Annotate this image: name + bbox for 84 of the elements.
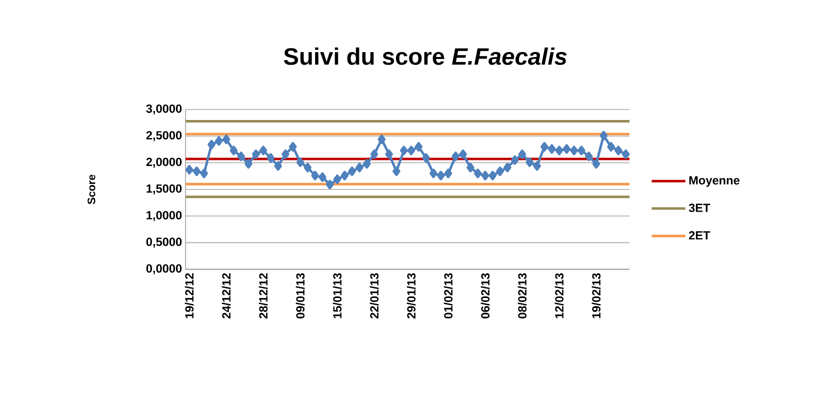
x-tick-label: 29/01/13 <box>406 273 416 319</box>
point <box>296 158 304 168</box>
y-tick-label: 1,5000 <box>146 184 182 195</box>
point <box>282 150 290 160</box>
point <box>356 162 364 173</box>
x-tick-label: 06/02/13 <box>480 273 490 319</box>
x-tick-label: 09/01/13 <box>296 273 305 319</box>
y-tick-label: 1,0000 <box>146 211 182 222</box>
x-tick-label: 24/12/12 <box>222 273 231 319</box>
point <box>518 150 526 160</box>
x-tick-label: 19/02/13 <box>592 273 601 318</box>
point <box>311 170 319 181</box>
point <box>370 150 378 160</box>
point <box>481 170 490 181</box>
chart-title: Suivi du score E.Faecalis <box>284 48 567 66</box>
point <box>504 162 512 173</box>
point <box>252 150 260 160</box>
y-tick-label: 2,0000 <box>146 158 182 168</box>
point <box>304 162 312 173</box>
point <box>230 146 238 156</box>
legend-label: 2ET <box>688 231 710 240</box>
point <box>400 146 408 156</box>
x-tick-label: 12/02/13 <box>554 273 564 318</box>
x-tick-label: 01/02/13 <box>444 273 453 319</box>
point <box>340 170 349 181</box>
point <box>436 170 445 181</box>
point <box>326 180 334 190</box>
point <box>392 166 400 176</box>
point <box>533 161 541 171</box>
point <box>208 140 216 150</box>
point <box>466 162 474 173</box>
y-tick-label: 2,5000 <box>146 131 182 142</box>
point <box>555 146 564 156</box>
x-tick-label: 28/12/12 <box>258 273 268 319</box>
point <box>592 159 600 169</box>
point <box>510 156 519 166</box>
point <box>496 166 504 176</box>
point <box>378 134 386 144</box>
point <box>459 150 467 160</box>
point <box>259 146 268 156</box>
x-tick-label: 22/01/13 <box>370 273 379 319</box>
y-tick-label: 0,0000 <box>146 264 182 275</box>
point <box>430 168 438 178</box>
point <box>526 158 534 168</box>
point <box>222 134 230 144</box>
legend-label: 3ET <box>688 204 710 212</box>
x-tick-label: 15/01/13 <box>332 273 342 318</box>
y-axis-title: Score <box>88 174 96 204</box>
point <box>444 168 452 178</box>
point <box>237 152 245 162</box>
point <box>540 142 548 152</box>
point <box>607 142 615 152</box>
point <box>385 150 393 160</box>
point <box>600 131 608 141</box>
point <box>244 159 252 169</box>
point <box>348 166 356 176</box>
point <box>614 146 622 156</box>
y-tick-label: 0,5000 <box>146 238 182 248</box>
point <box>488 170 497 181</box>
point <box>452 152 460 162</box>
point <box>362 159 371 169</box>
point <box>578 146 586 156</box>
legend-label: Moyenne <box>689 176 740 188</box>
point <box>407 146 416 156</box>
point <box>562 144 571 154</box>
point <box>200 168 208 178</box>
point <box>422 153 430 163</box>
point <box>266 153 275 163</box>
x-tick-label: 19/12/12 <box>184 273 194 318</box>
point <box>414 142 423 152</box>
y-tick-label: 3,0000 <box>146 104 182 115</box>
x-tick-label: 08/02/13 <box>518 273 527 319</box>
point <box>214 136 223 146</box>
point <box>274 161 282 171</box>
point <box>570 146 578 156</box>
point <box>288 142 297 152</box>
point <box>318 172 326 182</box>
point <box>185 165 194 175</box>
point <box>474 168 482 178</box>
point <box>192 166 201 176</box>
point <box>584 152 593 162</box>
point <box>333 174 342 184</box>
point <box>548 144 556 154</box>
point <box>622 150 630 160</box>
